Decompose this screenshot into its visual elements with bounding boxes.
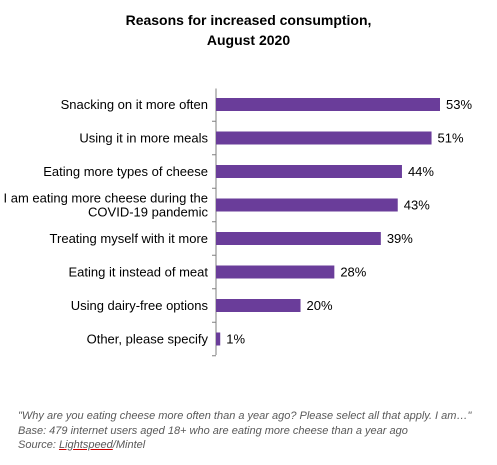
bar bbox=[216, 98, 440, 111]
chart-title-line-2: August 2020 bbox=[206, 32, 291, 48]
data-label: 44% bbox=[408, 164, 434, 179]
category-label: Other, please specify bbox=[87, 332, 209, 347]
source-text: Source: Lightspeed/Mintel bbox=[18, 438, 488, 453]
bar bbox=[216, 165, 402, 178]
chart-title-line-1: Reasons for increased consumption, bbox=[125, 12, 372, 28]
category-label: Eating more types of cheese bbox=[43, 164, 208, 179]
data-label: 43% bbox=[404, 198, 430, 213]
category-label: Eating it instead of meat bbox=[69, 265, 209, 280]
data-label: 20% bbox=[307, 298, 333, 313]
bar-chart: Snacking on it more often 53% Using it in … bbox=[3, 88, 472, 357]
data-label: 1% bbox=[226, 332, 245, 347]
category-label: Using dairy-free options bbox=[71, 298, 209, 313]
bar bbox=[216, 299, 301, 312]
bar bbox=[216, 198, 398, 212]
chart-footnote: "Why are you eating cheese more often th… bbox=[18, 409, 488, 453]
source-suffix: /Mintel bbox=[112, 439, 146, 451]
bar bbox=[216, 131, 432, 145]
source-prefix: Source: bbox=[18, 439, 59, 451]
bar bbox=[216, 232, 381, 245]
bar bbox=[216, 265, 335, 279]
bar bbox=[216, 332, 221, 346]
data-label: 39% bbox=[387, 231, 413, 246]
data-label: 28% bbox=[340, 265, 366, 280]
data-label: 53% bbox=[446, 97, 472, 112]
category-label: Snacking on it more often bbox=[61, 97, 208, 112]
category-label: Using it in more meals bbox=[79, 131, 208, 146]
question-text: "Why are you eating cheese more often th… bbox=[18, 410, 472, 422]
data-label: 51% bbox=[438, 131, 464, 146]
base-text: Base: 479 internet users aged 18+ who ar… bbox=[18, 424, 408, 437]
category-label: Treating myself with it more bbox=[50, 231, 208, 246]
source-link[interactable]: Lightspeed bbox=[58, 439, 113, 451]
category-label: I am eating more cheese during the COVID-… bbox=[3, 191, 208, 220]
chart-title: Reasons for increased consumption, Augus… bbox=[0, 10, 497, 50]
